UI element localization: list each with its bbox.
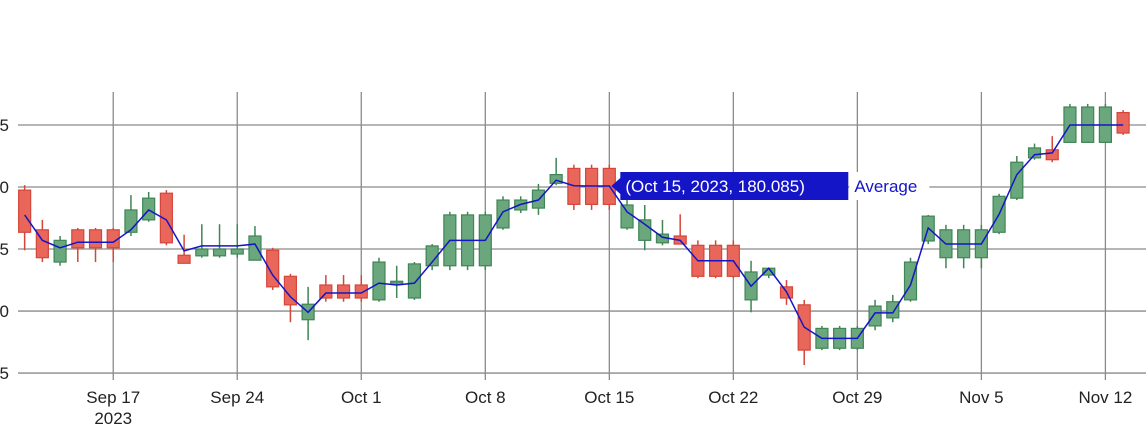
average-line: [24, 124, 1124, 340]
tooltip-text: (Oct 15, 2023, 180.085): [625, 177, 805, 196]
x-tick-label: Nov 12: [1078, 388, 1132, 407]
candle-body: [868, 305, 882, 327]
x-tick-label: Sep 17: [86, 388, 140, 407]
candle-body: [903, 261, 918, 301]
candle-body: [886, 301, 900, 319]
y-tick-label: 165: [0, 364, 9, 383]
candle-body: [390, 280, 404, 284]
candle-body: [620, 204, 634, 229]
x-tick-label: Oct 22: [708, 388, 758, 407]
candle-body: [142, 197, 156, 221]
tooltip-name: Average: [854, 177, 917, 196]
candle-body: [1027, 147, 1042, 159]
candle-body: [1045, 149, 1059, 161]
y-tick-label: 180: [0, 178, 9, 197]
candle-body: [1010, 161, 1024, 199]
candle-body: [195, 248, 209, 257]
candle-body: [336, 284, 351, 299]
x-tick-label: Oct 15: [584, 388, 634, 407]
y-tick-label: 170: [0, 302, 9, 321]
candle-body: [638, 219, 652, 241]
tooltip-box: [611, 171, 849, 200]
candle-body: [159, 192, 173, 244]
candle-body: [212, 248, 227, 257]
candle-body: [549, 174, 563, 184]
tooltip-name-box: [849, 171, 930, 200]
candle-body: [71, 229, 85, 249]
y-tick-label: 175: [0, 240, 9, 259]
x-tick-label: Oct 8: [465, 388, 506, 407]
candle-body: [248, 235, 262, 261]
tooltip: (Oct 15, 2023, 180.085) Average: [611, 171, 930, 200]
candle-body: [230, 248, 244, 255]
candle-body: [372, 261, 386, 301]
candle-body: [407, 263, 422, 299]
candle-body: [88, 229, 103, 249]
candle-body: [1116, 111, 1130, 134]
y-tick-label: 185: [0, 116, 9, 135]
candle-body: [53, 239, 67, 263]
x-tick-label: Oct 1: [341, 388, 382, 407]
x-tick-label: Oct 29: [832, 388, 882, 407]
candle-body: [18, 189, 32, 233]
candle-body: [319, 284, 333, 299]
x-tick-label: Nov 5: [959, 388, 1003, 407]
candle-body: [354, 284, 368, 299]
candle-body: [496, 199, 510, 229]
x-tick-label: Sep 24: [210, 388, 264, 407]
candle-body: [177, 254, 191, 264]
x-year-label: 2023: [94, 409, 132, 426]
